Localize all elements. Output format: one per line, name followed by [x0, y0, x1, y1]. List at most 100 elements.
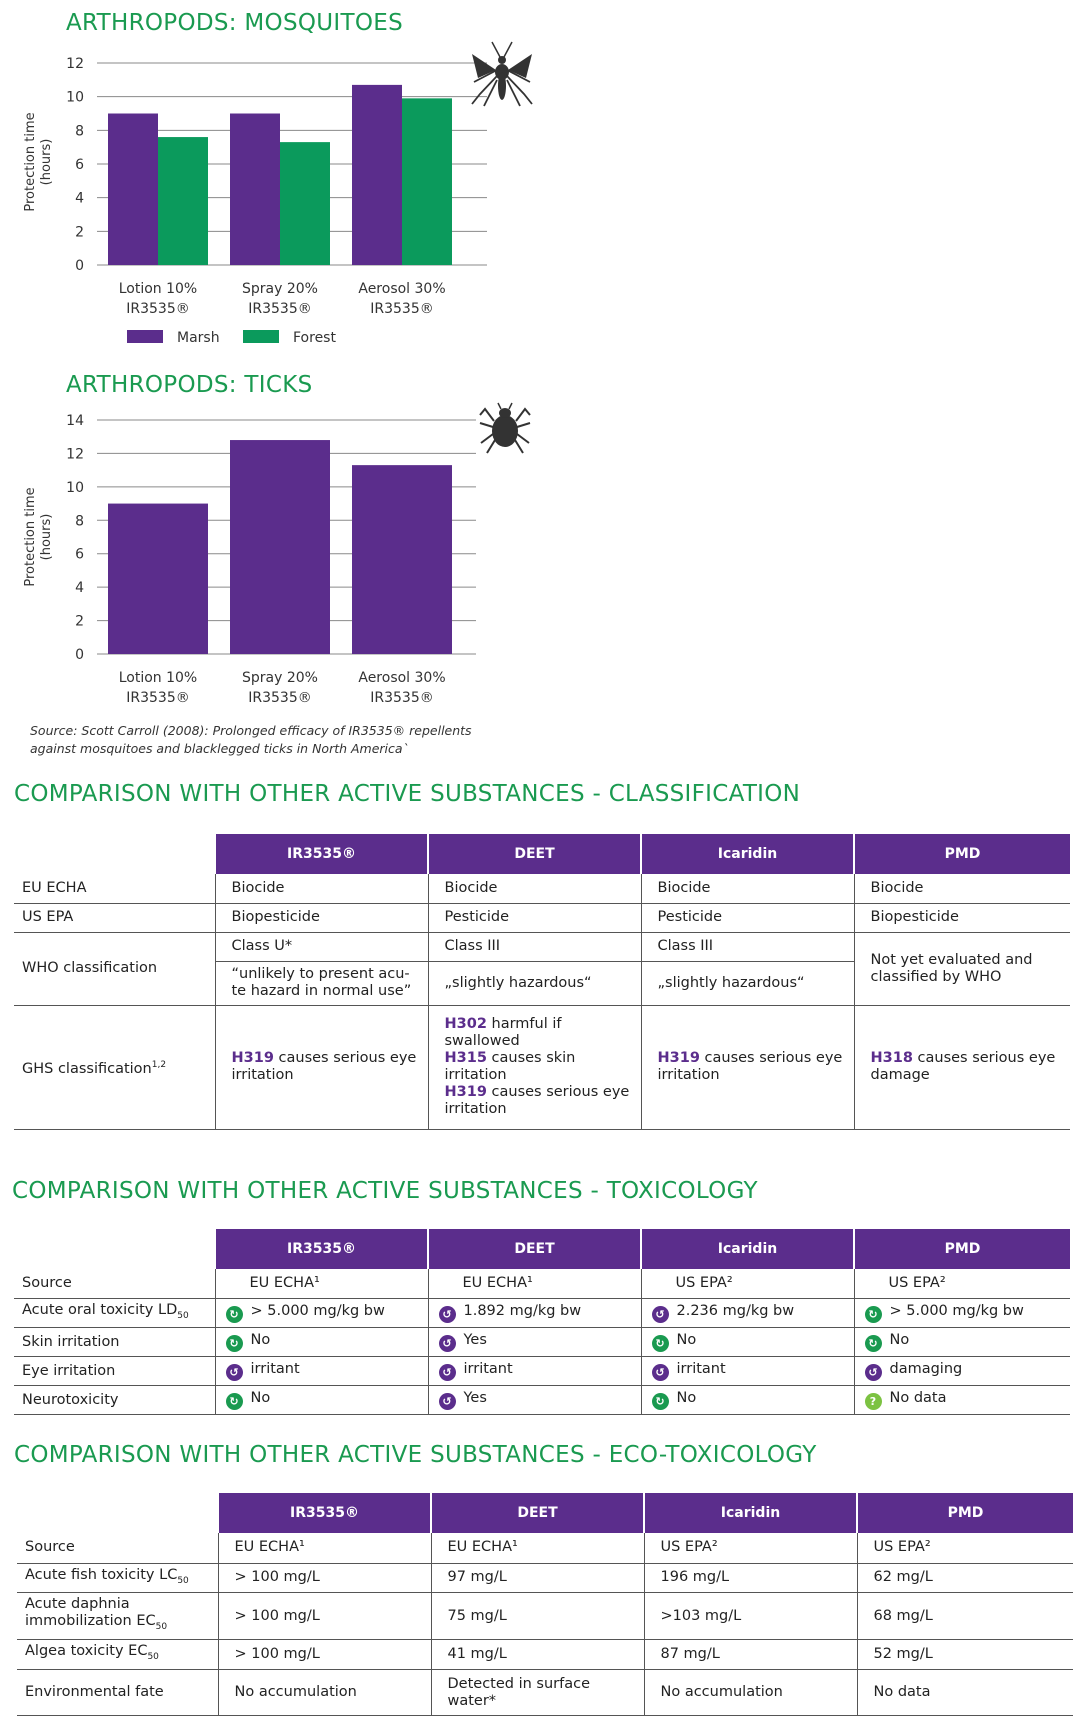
table-row: Acute fish toxicity LC50 > 100 mg/L 97 mg/… [17, 1563, 1073, 1594]
x-tick-label: Spray 20% [242, 281, 318, 297]
table-row: Algea toxicity EC50 > 100 mg/L 41 mg/L 87 m… [17, 1639, 1073, 1671]
header-ir3535: IR3535® [217, 1493, 431, 1533]
hazard-status-icon: ↺ [438, 1305, 456, 1323]
table-cell: > 100 mg/L [218, 1639, 431, 1671]
hazard-line: H302 harmful if swallowed [445, 1016, 633, 1050]
table-row: Source EU ECHA¹ EU ECHA¹ US EPA² US EPA² [17, 1533, 1073, 1564]
subscript: 50 [177, 1575, 189, 1586]
hazard-status-icon: ↺ [225, 1364, 243, 1382]
hazard-status-icon: ↺ [651, 1364, 669, 1382]
table-cell: No accumulation [218, 1669, 431, 1717]
table-cell: EU ECHA¹ [218, 1533, 431, 1564]
table-cell: H319 causes serious eye irritation [640, 1005, 854, 1130]
source-line-1: Source: Scott Carroll (2008): Prolonged … [30, 723, 472, 738]
header-icaridin: Icaridin [643, 1493, 857, 1533]
hazard-code: H315 [444, 1050, 487, 1066]
y-tick-label: 8 [75, 123, 84, 139]
table-cell: Biocide [853, 874, 1070, 904]
header-pmd: PMD [853, 1229, 1070, 1269]
table-cell: US EPA² [856, 1533, 1073, 1564]
table-row: “unlikely to present acu-te hazard in no… [14, 961, 1070, 1006]
table-cell: ↻ No [215, 1385, 428, 1416]
y-tick-label: 10 [66, 90, 84, 106]
table-header-row: IR3535® DEET Icaridin PMD [14, 1229, 1070, 1269]
table-cell: US EPA² [640, 1269, 854, 1299]
x-tick-label: Lotion 10% [119, 670, 198, 686]
x-tick-label: IR3535® [126, 690, 190, 706]
hazard-text: causes serious eye damage [870, 1050, 1056, 1083]
row-label: GHS classification1,2 [14, 1005, 216, 1130]
table-cell: 62 mg/L [856, 1563, 1073, 1594]
table-cell: H302 harmful if swallowed H315 causes sk… [427, 1005, 641, 1130]
table-row: US EPA Biopesticide Pesticide Pesticide … [14, 903, 1070, 933]
row-label: Neurotoxicity [14, 1385, 216, 1416]
table-row: Environmental fate No accumulation Detecte… [17, 1669, 1073, 1717]
table-row: Acute daphnia immobilization EC50 > 100 m… [17, 1592, 1073, 1641]
x-tick-label: IR3535® [370, 690, 434, 706]
safe-status-icon: ↻ [864, 1305, 882, 1323]
header-deet: DEET [427, 1229, 641, 1269]
y-tick-label: 6 [75, 547, 84, 563]
blank-header [14, 834, 215, 874]
bar-value [352, 465, 452, 654]
header-icaridin: Icaridin [640, 834, 854, 874]
row-label: Environmental fate [17, 1669, 219, 1717]
table-cell: Pesticide [427, 903, 641, 933]
y-axis-label: Protection time(hours) [23, 112, 54, 211]
subscript: 50 [177, 1310, 189, 1321]
y-tick-label: 4 [75, 580, 84, 596]
table-cell: Pesticide [640, 903, 854, 933]
blank-header [14, 1229, 215, 1269]
toxicology-title: COMPARISON WITH OTHER ACTIVE SUBSTANCES … [12, 1178, 758, 1204]
hazard-text: harmful if swallowed [444, 1016, 562, 1049]
tick-icon [479, 402, 531, 454]
header-ir3535: IR3535® [214, 834, 428, 874]
bar-forest [402, 98, 452, 265]
table-cell: ↻ No [215, 1327, 428, 1358]
hazard-text: causes serious eye irritation [231, 1050, 417, 1083]
table-cell: > 100 mg/L [218, 1592, 431, 1641]
mosquito-icon [471, 41, 533, 107]
legend-label: Marsh [177, 330, 220, 346]
hazard-code: H318 [870, 1050, 913, 1066]
table-cell: ↻ > 5.000 mg/kg bw [853, 1298, 1070, 1329]
table-cell: EU ECHA¹ [430, 1533, 644, 1564]
table-cell: ? No data [853, 1385, 1070, 1416]
cell-value: No [250, 1390, 271, 1407]
y-tick-label: 0 [75, 258, 84, 274]
header-ir3535: IR3535® [214, 1229, 428, 1269]
y-tick-label: 8 [75, 513, 84, 529]
y-tick-label: 4 [75, 191, 84, 207]
safe-status-icon: ↻ [651, 1335, 669, 1353]
table-row: Skin irritation ↻ No ↺ Yes ↻ No ↻ No [14, 1327, 1070, 1358]
hazard-status-icon: ↺ [651, 1305, 669, 1323]
table-cell: ↺ damaging [853, 1356, 1070, 1387]
table-cell: ↻ No [640, 1385, 854, 1416]
hazard-text: causes skin irritation [444, 1050, 576, 1083]
x-tick-label: IR3535® [370, 301, 434, 317]
table-row: Acute oral toxicity LD50 ↻ > 5.000 mg/kg b… [14, 1298, 1070, 1329]
row-label: EU ECHA [14, 874, 216, 904]
table-cell: Class U* [215, 932, 428, 962]
table-cell: ↺ irritant [640, 1356, 854, 1387]
classification-title: COMPARISON WITH OTHER ACTIVE SUBSTANCES … [14, 781, 801, 807]
table-cell: Detected in surface water* [430, 1669, 644, 1717]
cell-value: > 5.000 mg/kg bw [889, 1302, 1024, 1319]
y-tick-label: 6 [75, 157, 84, 173]
row-label-text: Skin irritation [22, 1333, 120, 1350]
table-cell: 41 mg/L [430, 1639, 644, 1671]
toxicology-table: IR3535® DEET Icaridin PMD Source EU ECHA… [14, 1229, 1070, 1416]
row-label-text: Environmental fate [25, 1684, 164, 1701]
table-cell: Not yet evaluated and classified by WHO [853, 932, 1070, 1006]
bar-forest [280, 142, 330, 265]
header-deet: DEET [427, 834, 641, 874]
table-cell: 97 mg/L [430, 1563, 644, 1594]
blank-header [17, 1493, 218, 1533]
cell-value: No data [889, 1390, 947, 1407]
table-cell: Biocide [640, 874, 854, 904]
table-cell: >103 mg/L [643, 1592, 857, 1641]
cell-value: No [676, 1390, 697, 1407]
cell-value: irritant [250, 1361, 300, 1378]
table-header-row: IR3535® DEET Icaridin PMD [17, 1493, 1073, 1533]
legend-swatch [127, 330, 163, 343]
